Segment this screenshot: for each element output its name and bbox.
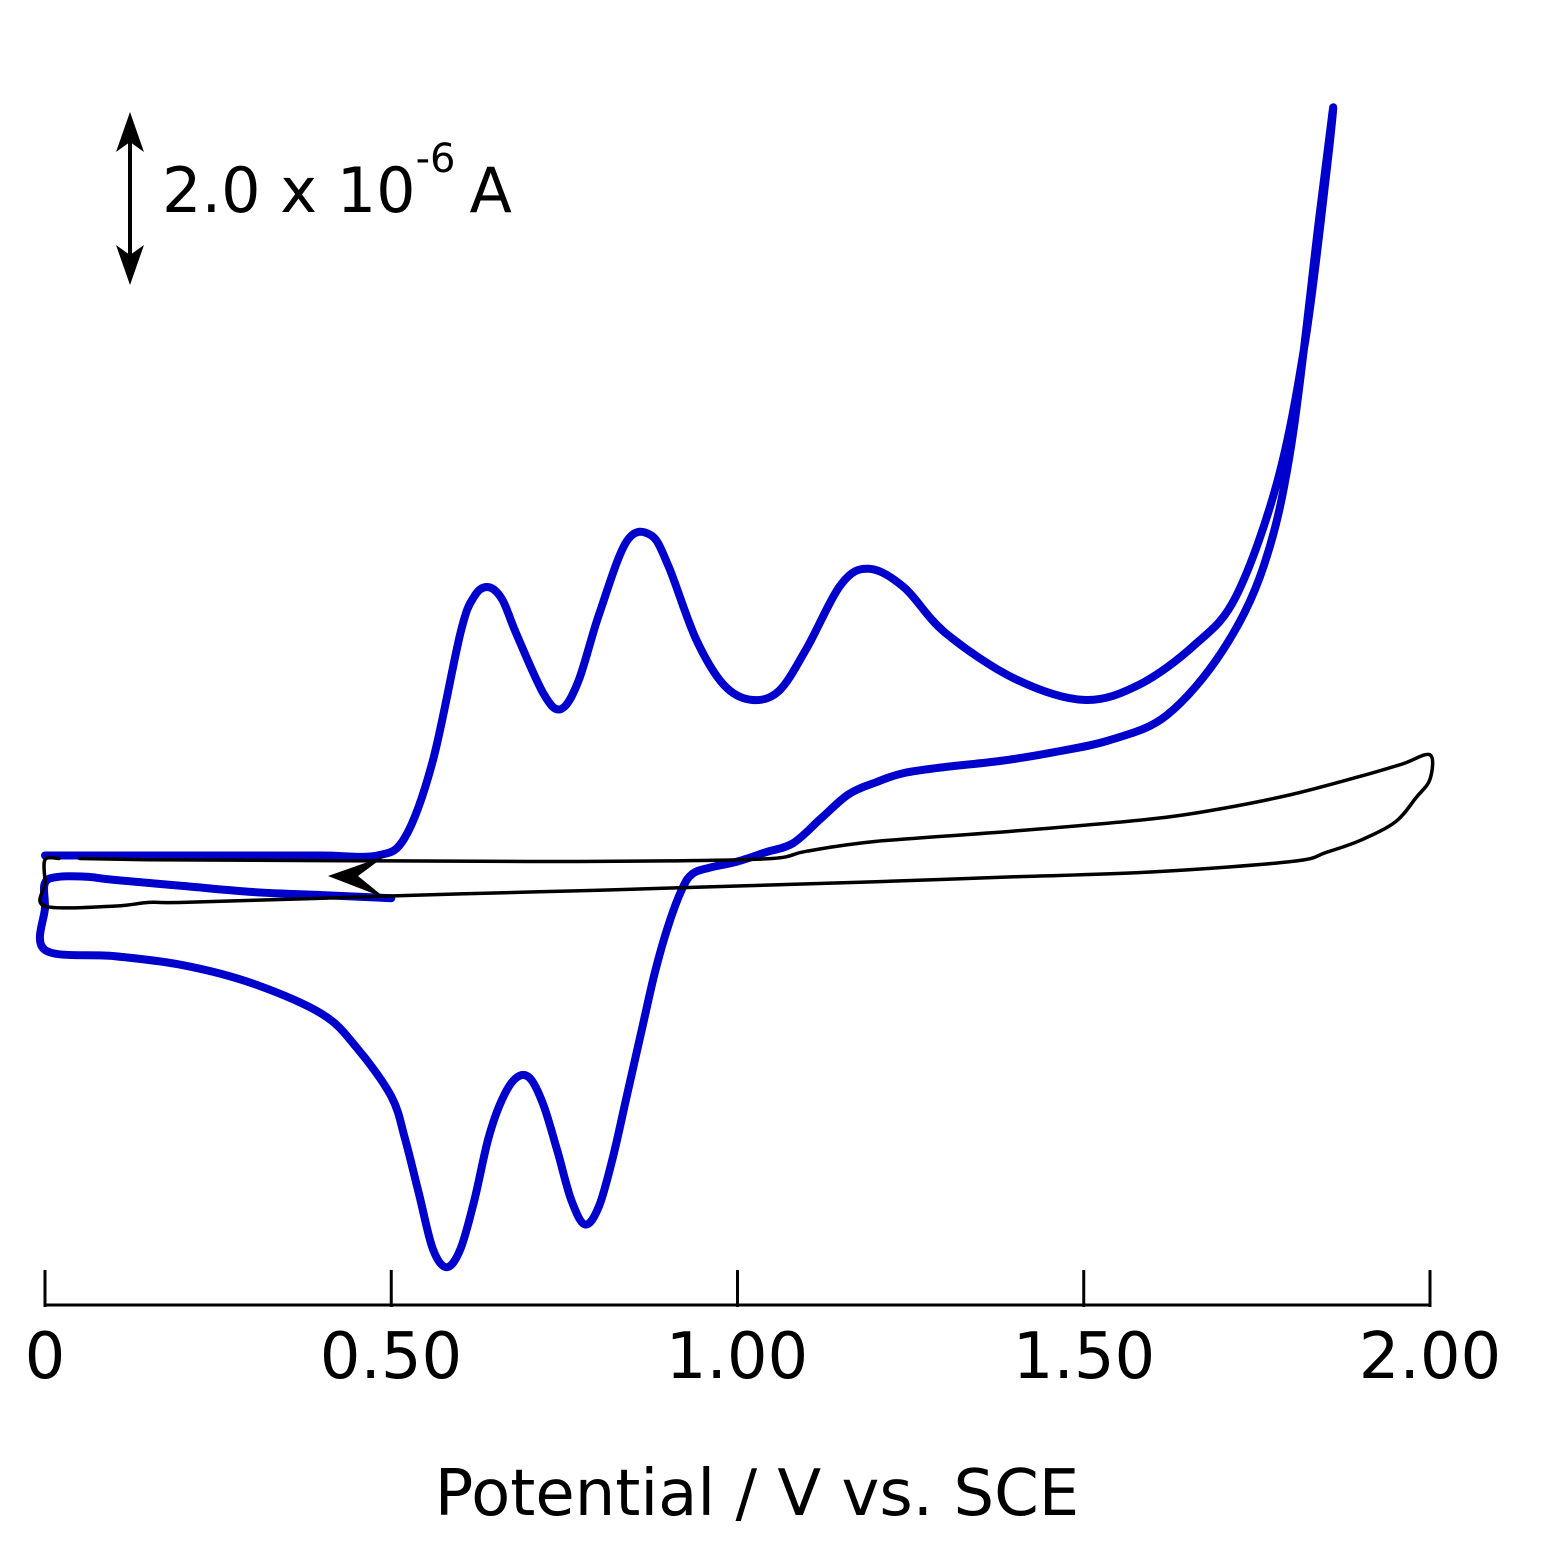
x-tick-label-1.00: 1.00 [666, 1320, 809, 1394]
curve-layer [35, 103, 1435, 1272]
scale-bar-exponent: -6 [416, 136, 456, 182]
x-tick-label-1.50: 1.50 [1013, 1320, 1156, 1394]
scale-bar-label: 2.0 x 10-6 A [162, 136, 512, 227]
scale-bar-unit: A [470, 154, 512, 227]
blue-voltammogram-curve [35, 103, 1338, 1272]
x-tick-label-2.00: 2.00 [1359, 1320, 1502, 1394]
x-axis-title: Potential / V vs. SCE [435, 1457, 1079, 1531]
current-scale-bar: 2.0 x 10-6 A [116, 112, 512, 285]
scale-bar-arrow-down-icon [116, 245, 144, 285]
black-background-curve [38, 752, 1435, 910]
sweep-direction-arrow [328, 856, 385, 898]
x-axis-ticks [43, 1270, 1432, 1307]
x-tick-label-0: 0 [25, 1320, 66, 1394]
scale-bar-value: 2.0 x 10 [162, 154, 416, 227]
scale-bar-arrow-up-icon [116, 112, 144, 152]
x-tick-label-0.50: 0.50 [320, 1320, 463, 1394]
